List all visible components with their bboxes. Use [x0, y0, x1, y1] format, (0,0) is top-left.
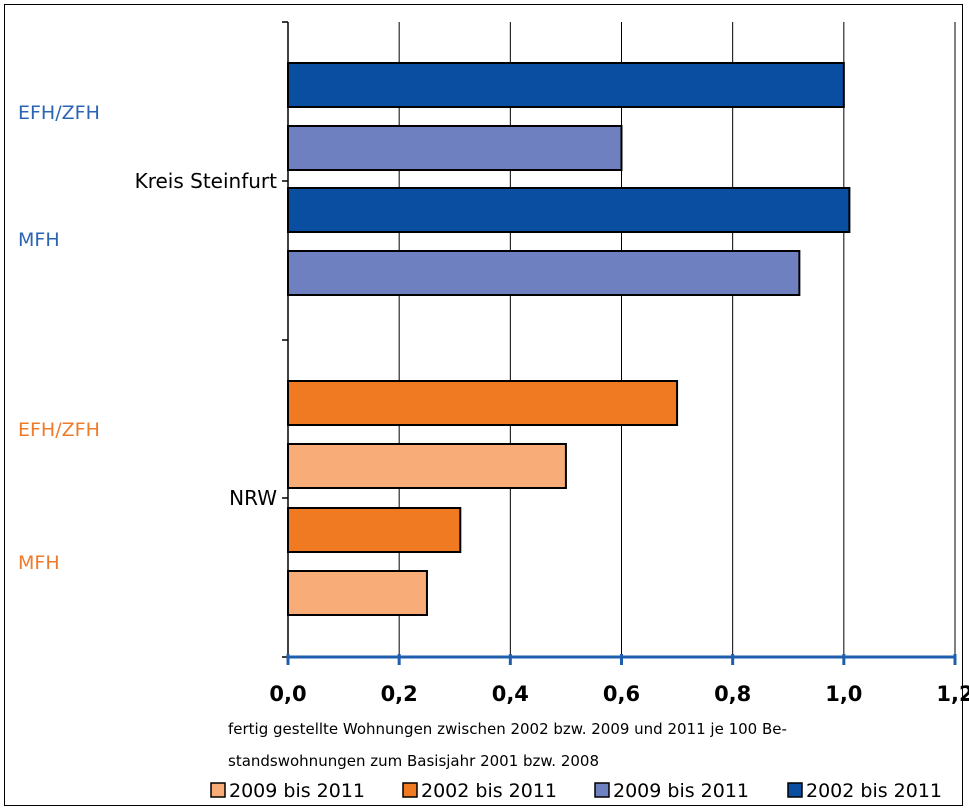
bar [287, 570, 428, 616]
subgroup-label: MFH [18, 229, 60, 251]
x-tick-label: 0,2 [381, 682, 418, 706]
x-tick-label: 0,0 [269, 682, 306, 706]
x-tick-label: 0,8 [714, 682, 751, 706]
x-axis-title-line1: fertig gestellte Wohnungen zwischen 2002… [228, 720, 787, 738]
legend-label: 2009 bis 2011 [613, 780, 749, 802]
subgroup-label: EFH/ZFH [18, 419, 100, 441]
axes: 0,0 0,2 0,4 0,6 0,8 1,0 1,2 [269, 21, 969, 706]
subgroup-label: MFH [18, 552, 60, 574]
chart-frame [4, 4, 963, 806]
legend-swatch [594, 782, 610, 798]
bars [287, 62, 851, 616]
legend-swatch [402, 782, 418, 798]
x-tick-label: 1,2 [936, 682, 969, 706]
x-tick-label: 0,6 [603, 682, 640, 706]
subgroup-label: EFH/ZFH [18, 102, 100, 124]
bar [287, 443, 567, 489]
bar [287, 125, 623, 171]
group-label: Kreis Steinfurt [135, 169, 278, 193]
legend-swatch [210, 782, 226, 798]
x-tick-label: 1,0 [825, 682, 862, 706]
legend: 2009 bis 2011 2002 bis 2011 2009 bis 2011 2… [210, 780, 942, 802]
category-labels: EFH/ZFH MFH Kreis Steinfurt EFH/ZFH MFH NRW [18, 102, 277, 574]
legend-label: 2009 bis 2011 [229, 780, 365, 802]
bar [287, 187, 851, 233]
bar [287, 250, 801, 296]
gridlines [398, 22, 956, 657]
bar [287, 507, 462, 553]
x-axis-title-line2: standswohnungen zum Basisjahr 2001 bzw. … [228, 752, 599, 770]
x-tick-label: 0,4 [492, 682, 529, 706]
legend-label: 2002 bis 2011 [806, 780, 942, 802]
legend-swatch [787, 782, 803, 798]
bar [287, 62, 845, 108]
legend-label: 2002 bis 2011 [421, 780, 557, 802]
group-label: NRW [229, 486, 277, 510]
bar [287, 380, 679, 426]
